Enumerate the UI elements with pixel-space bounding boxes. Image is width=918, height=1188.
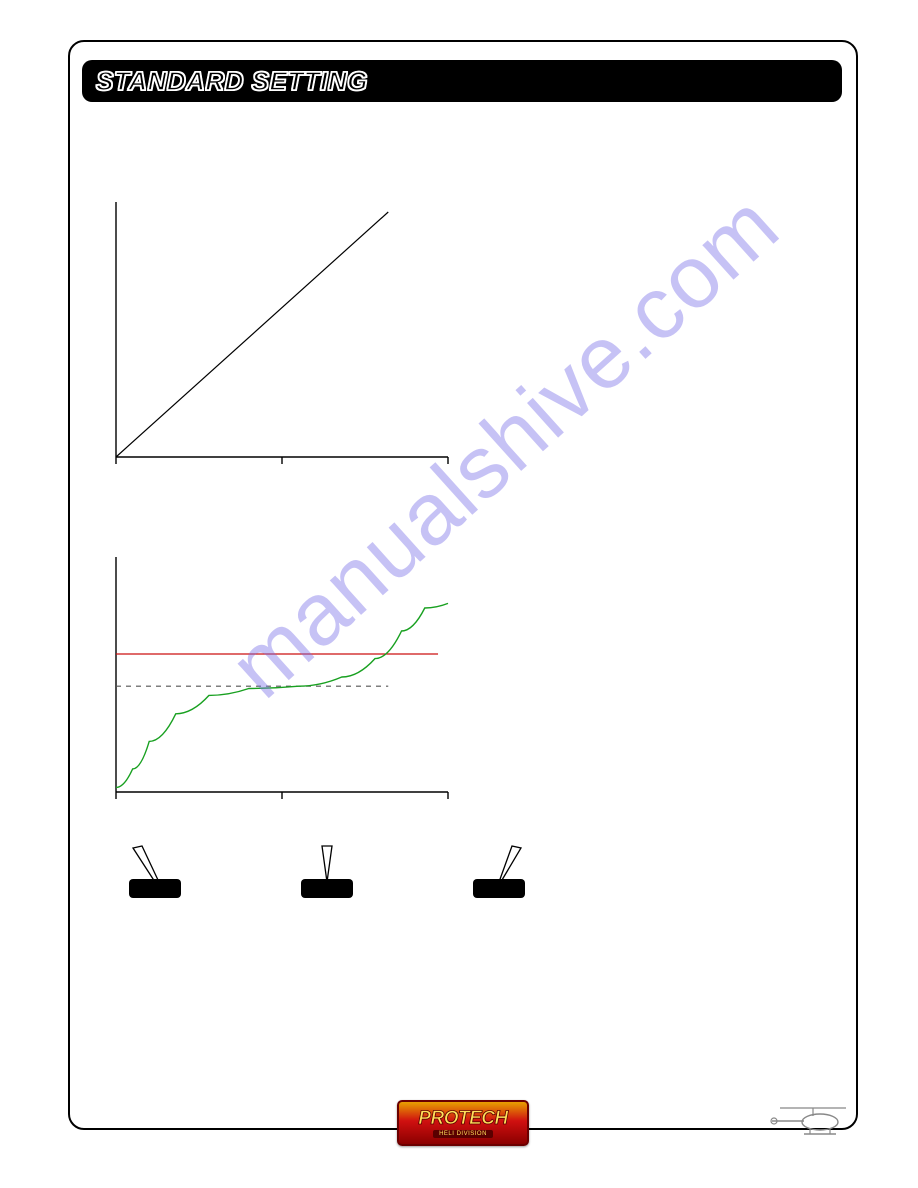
linear-chart	[98, 197, 458, 472]
switch-base	[129, 879, 181, 898]
title-bar: STANDARD SETTING	[82, 60, 842, 102]
brand-logo-sub: HELI DIVISION	[433, 1130, 493, 1138]
brand-logo: PROTECH HELI DIVISION	[397, 1100, 529, 1146]
brand-logo-main: PROTECH	[418, 1109, 507, 1128]
section-title: STANDARD SETTING	[96, 66, 368, 97]
switch-left	[120, 842, 190, 898]
switch-row	[120, 842, 534, 898]
switch-right	[464, 842, 534, 898]
switch-base	[301, 879, 353, 898]
helicopter-icon	[770, 1098, 860, 1138]
switch-base	[473, 879, 525, 898]
switch-center	[292, 842, 362, 898]
page-frame: STANDARD SETTING manualshive.com	[68, 40, 858, 1130]
curve-chart	[98, 552, 458, 807]
